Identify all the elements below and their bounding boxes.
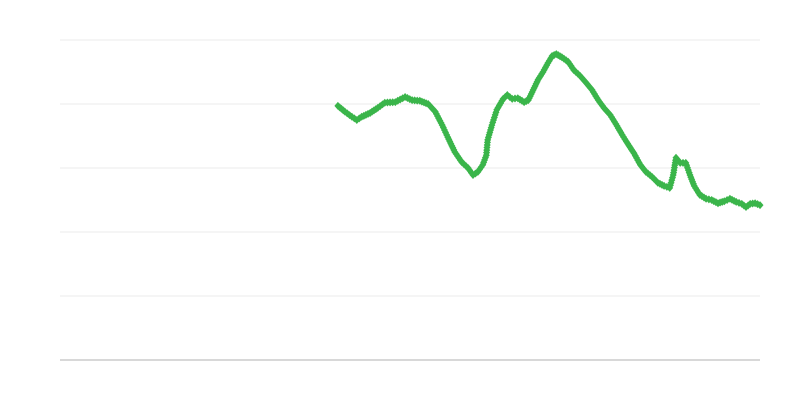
gridlines <box>60 39 760 297</box>
series-line <box>334 50 764 212</box>
data-point-marker <box>756 201 764 210</box>
series-path <box>336 52 761 210</box>
